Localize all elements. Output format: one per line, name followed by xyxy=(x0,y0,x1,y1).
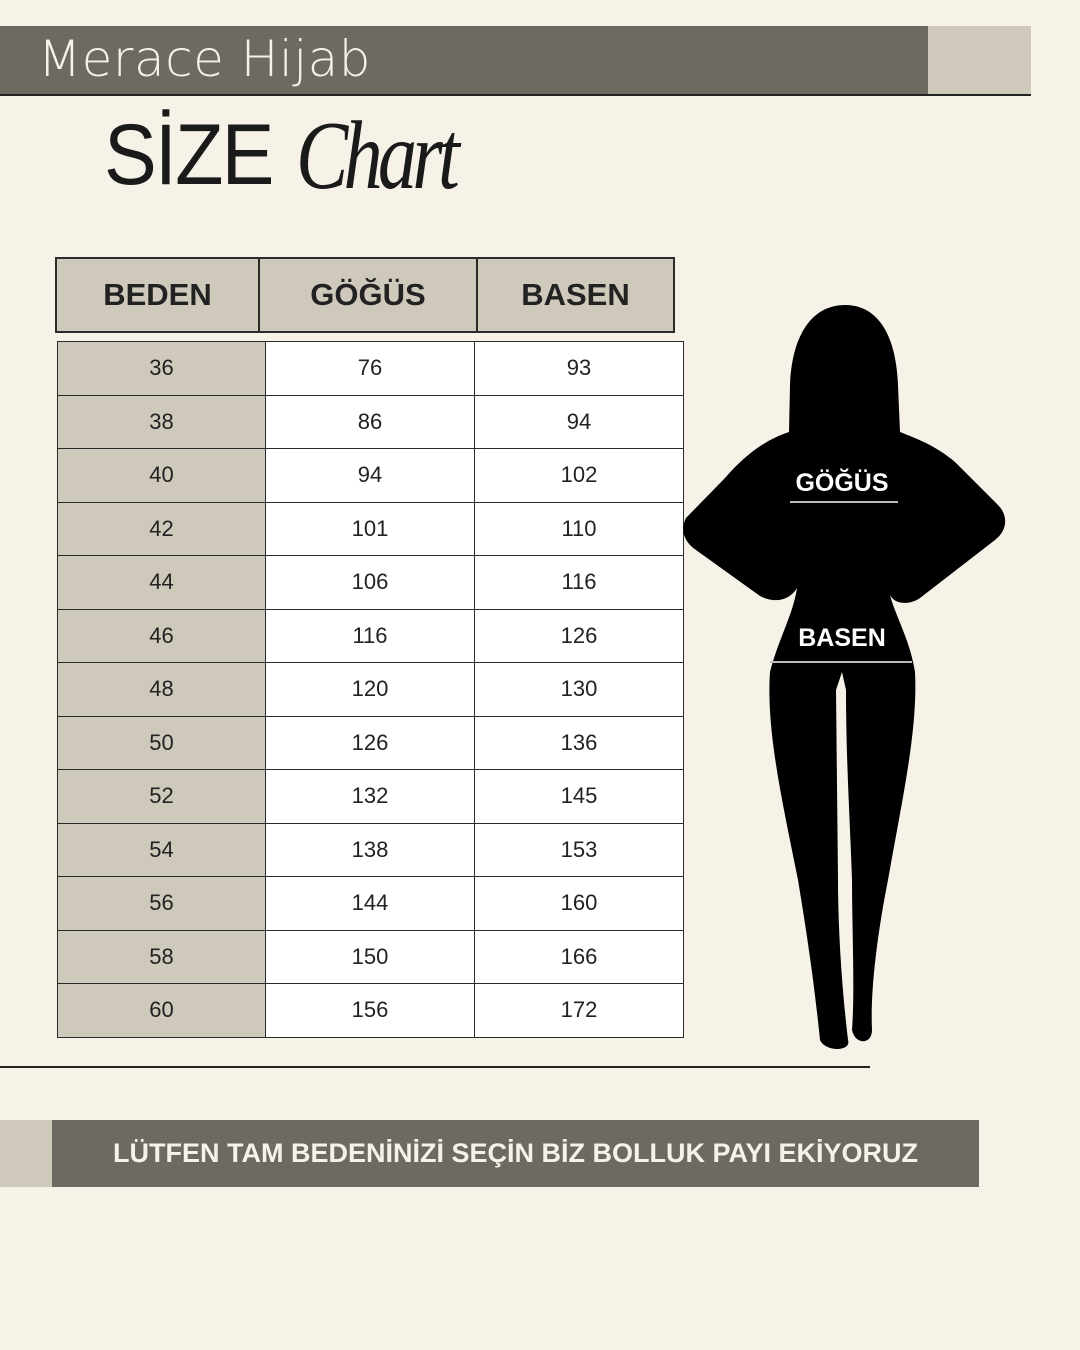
cell-gogus: 126 xyxy=(265,715,475,770)
header-basen: BASEN xyxy=(476,257,675,333)
hip-label: BASEN xyxy=(798,624,886,652)
table-row: 54 138 153 xyxy=(57,822,684,877)
chest-label: GÖĞÜS xyxy=(795,468,888,497)
cell-basen: 160 xyxy=(474,876,684,931)
cell-beden: 38 xyxy=(57,394,266,449)
woman-silhouette-icon xyxy=(683,305,1006,1049)
cell-gogus: 86 xyxy=(265,394,475,449)
cell-beden: 58 xyxy=(57,929,266,984)
cell-basen: 166 xyxy=(474,929,684,984)
cell-beden: 54 xyxy=(57,822,266,877)
cell-gogus: 144 xyxy=(265,876,475,931)
table-row: 46 116 126 xyxy=(57,608,684,663)
cell-basen: 116 xyxy=(474,555,684,610)
header-accent xyxy=(928,26,1031,94)
table-row: 40 94 102 xyxy=(57,448,684,503)
cell-beden: 50 xyxy=(57,715,266,770)
table-row: 44 106 116 xyxy=(57,555,684,610)
header-beden: BEDEN xyxy=(55,257,260,333)
cell-gogus: 120 xyxy=(265,662,475,717)
table-row: 56 144 160 xyxy=(57,876,684,931)
table-row: 36 76 93 xyxy=(57,341,684,396)
cell-basen: 102 xyxy=(474,448,684,503)
cell-gogus: 150 xyxy=(265,929,475,984)
cell-basen: 130 xyxy=(474,662,684,717)
cell-gogus: 106 xyxy=(265,555,475,610)
page-title: SİZE xyxy=(104,107,274,203)
cell-beden: 44 xyxy=(57,555,266,610)
cell-basen: 136 xyxy=(474,715,684,770)
cell-basen: 172 xyxy=(474,983,684,1038)
table-row: 42 101 110 xyxy=(57,501,684,556)
cell-gogus: 132 xyxy=(265,769,475,824)
footer-accent xyxy=(0,1120,52,1187)
cell-basen: 110 xyxy=(474,501,684,556)
cell-beden: 60 xyxy=(57,983,266,1038)
cell-gogus: 101 xyxy=(265,501,475,556)
header-bar xyxy=(0,26,928,94)
size-table-header: BEDEN GÖĞÜS BASEN xyxy=(55,257,675,333)
brand-logo: Merace Hijab xyxy=(38,30,372,88)
cell-gogus: 116 xyxy=(265,608,475,663)
table-row: 60 156 172 xyxy=(57,983,684,1038)
bottom-divider xyxy=(0,1066,870,1068)
footer-note: LÜTFEN TAM BEDENİNİZİ SEÇİN BİZ BOLLUK P… xyxy=(52,1120,979,1187)
table-row: 38 86 94 xyxy=(57,394,684,449)
cell-beden: 52 xyxy=(57,769,266,824)
page-title-script: Chart xyxy=(296,102,460,210)
cell-beden: 48 xyxy=(57,662,266,717)
cell-basen: 145 xyxy=(474,769,684,824)
size-table: 36 76 93 38 86 94 40 94 102 42 101 110 44 106 116 46 116… xyxy=(57,341,684,1038)
header-gogus: GÖĞÜS xyxy=(258,257,478,333)
cell-gogus: 138 xyxy=(265,822,475,877)
table-row: 58 150 166 xyxy=(57,929,684,984)
cell-basen: 153 xyxy=(474,822,684,877)
table-row: 52 132 145 xyxy=(57,769,684,824)
cell-beden: 42 xyxy=(57,501,266,556)
cell-basen: 93 xyxy=(474,341,684,396)
cell-beden: 56 xyxy=(57,876,266,931)
table-row: 48 120 130 xyxy=(57,662,684,717)
table-row: 50 126 136 xyxy=(57,715,684,770)
cell-beden: 36 xyxy=(57,341,266,396)
header-divider xyxy=(0,94,1031,96)
cell-gogus: 94 xyxy=(265,448,475,503)
cell-basen: 94 xyxy=(474,394,684,449)
cell-beden: 46 xyxy=(57,608,266,663)
cell-gogus: 156 xyxy=(265,983,475,1038)
cell-beden: 40 xyxy=(57,448,266,503)
cell-basen: 126 xyxy=(474,608,684,663)
